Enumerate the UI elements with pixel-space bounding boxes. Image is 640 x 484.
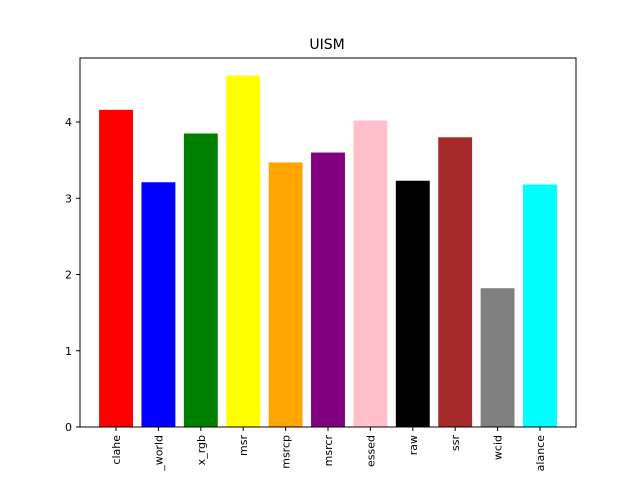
bar-msrcr [311,152,345,428]
bar-ssr [438,137,473,428]
x-tick-label: essed [364,435,377,467]
bar-wcid [480,288,515,427]
y-tick-label: 0 [65,421,72,434]
bar-world [141,182,176,427]
x-tick-label: msrcr [322,435,335,467]
x-tick-label: msrcp [280,435,293,469]
bar-raw [395,180,430,427]
bar-clahe [99,109,133,427]
y-tick-label: 2 [65,269,72,282]
x-tick-label: clahe [110,435,123,465]
chart-title: UISM [309,37,344,53]
x-tick-label: wcid [492,435,505,460]
x-tick-label: ssr [449,435,462,451]
bars-layer [99,75,557,428]
y-tick-label: 4 [65,116,72,129]
axes-layer: 0 1 2 3 4 clahe _world x_rgb msr msrcp msrcr essed r… [65,57,577,472]
bar-essed [353,120,388,428]
bar-alance [523,184,557,427]
x-tick-label: alance [534,435,547,472]
y-tick-label: 3 [65,192,72,205]
x-tick-label: _world [152,435,165,472]
x-tick-label: msr [237,435,250,456]
bar-msr [226,75,261,427]
bar-msrcp [268,162,303,427]
x-tick-label: x_rgb [195,435,208,465]
bar-x-rgb [183,133,218,428]
y-tick-label: 1 [65,345,72,358]
x-tick-label: raw [407,435,420,455]
